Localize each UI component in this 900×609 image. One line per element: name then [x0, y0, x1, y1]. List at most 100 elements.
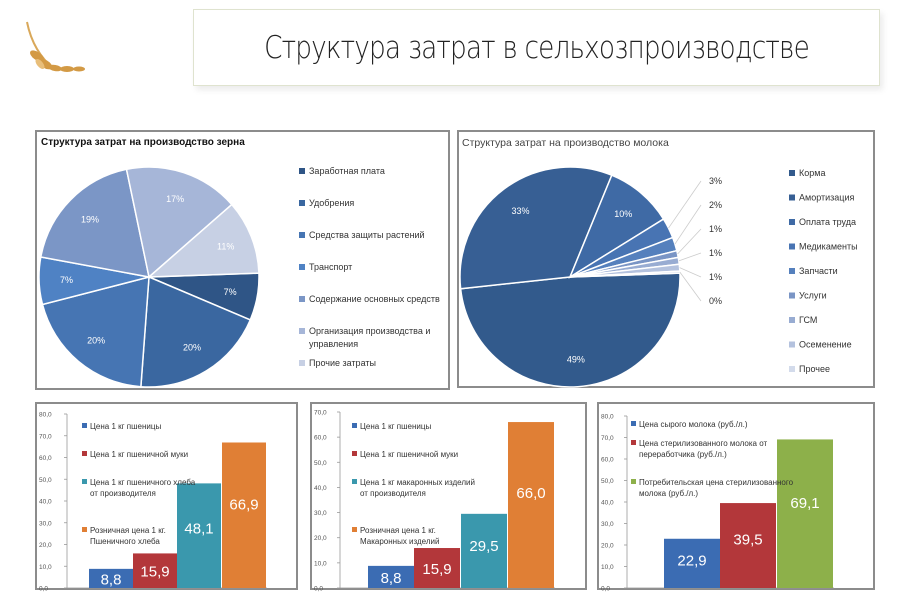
data-label: 19% — [81, 214, 99, 224]
data-label: 1% — [709, 248, 722, 258]
legend-label-line: Цена 1 кг пшеничной муки — [90, 450, 188, 459]
data-label: 66,9 — [229, 497, 258, 514]
y-tick-label: 60,0 — [601, 457, 614, 464]
y-tick-label: 80,0 — [39, 412, 52, 419]
legend-label-line: Цена сырого молока (руб./л.) — [639, 420, 748, 429]
legend-label: Корма — [799, 168, 825, 178]
bread-svg: 0,0 10,0 20,0 30,0 40,0 50,0 60,0 70,0 80,0 8,8 15… — [39, 412, 267, 592]
legend-swatch — [82, 423, 87, 428]
legend-label: Оплата труда — [799, 217, 856, 227]
grain-chart: Структура затрат на производство зерна 7%… — [35, 130, 450, 390]
data-label: 7% — [224, 287, 237, 297]
y-tick-label: 70,0 — [314, 410, 327, 417]
data-label: 3% — [709, 176, 722, 186]
leader-line — [679, 271, 702, 302]
y-tick-label: 60,0 — [314, 435, 327, 442]
y-tick-label: 30,0 — [39, 520, 52, 527]
y-tick-label: 30,0 — [601, 521, 614, 528]
legend-label: Осеменение — [799, 340, 852, 350]
legend-swatch — [299, 168, 305, 174]
grain-svg: Структура затрат на производство зерна 7%… — [38, 137, 440, 388]
pie-slice — [459, 272, 681, 388]
y-tick-label: 10,0 — [39, 564, 52, 571]
legend-swatch — [82, 451, 87, 456]
y-tick-label: 20,0 — [314, 535, 327, 542]
bar — [133, 553, 177, 588]
legend-swatch — [789, 268, 795, 274]
milk-chart: Структура затрат на производство молока 4… — [457, 130, 875, 388]
legend-label-line: Цена 1 кг пшеницы — [90, 422, 161, 431]
data-label: 48,1 — [184, 520, 213, 537]
legend-swatch — [299, 360, 305, 366]
legend-swatch — [789, 317, 795, 323]
legend-label: Прочее — [799, 364, 830, 374]
legend-label-line: от производителя — [360, 489, 426, 498]
legend-swatch — [299, 200, 305, 206]
legend-swatch — [299, 328, 305, 334]
legend-swatch — [789, 170, 795, 176]
legend-label: Розничная цена 1 кг. Пшеничного хлеба — [90, 526, 166, 546]
legend-label-line: Пшеничного хлеба — [90, 537, 160, 546]
pie-slice — [459, 166, 613, 290]
pie-slice — [41, 276, 150, 388]
legend-label: Медикаменты — [799, 242, 858, 252]
legend-swatch — [299, 296, 305, 302]
bar — [461, 513, 507, 588]
pasta-chart: 0,0 10,0 20,0 30,0 40,0 50,0 60,0 70,0 8,8 15,9 29… — [310, 402, 587, 593]
legend-label: Средства защиты растений — [309, 230, 425, 240]
data-label: 49% — [567, 354, 585, 364]
bar — [177, 483, 221, 588]
legend-label: Удобрения — [309, 198, 354, 208]
legend-label: Потребительская цена стерилизованного мол… — [639, 478, 794, 498]
legend-label-line: Организация производства и — [309, 326, 430, 336]
data-label: 7% — [60, 275, 73, 285]
legend-label-line: Макаронных изделий — [360, 537, 439, 546]
legend-label: Цена 1 кг макаронных изделий от производи… — [360, 478, 475, 498]
legend-label: Цена 1 кг пшеничной муки — [90, 450, 188, 459]
data-label: 15,9 — [422, 561, 451, 578]
pie-slice — [569, 270, 681, 278]
title-box: Структура затрат в сельхозпроизводстве — [193, 9, 880, 86]
pie-slice — [140, 275, 252, 388]
legend-swatch — [299, 264, 305, 270]
legend-label-line: Розничная цена 1 кг. — [360, 526, 436, 535]
leader-line — [674, 204, 702, 245]
data-label: 33% — [511, 206, 529, 216]
data-label: 15,9 — [140, 564, 169, 581]
legend-swatch — [352, 451, 357, 456]
legend-label: ГСМ — [799, 315, 817, 325]
legend-swatch — [352, 423, 357, 428]
legend-label: Цена 1 кг пшеничного хлеба от производите… — [90, 478, 196, 498]
y-tick-label: 10,0 — [314, 560, 327, 567]
legend-label-line: переработчика (руб./л.) — [639, 450, 727, 459]
legend-label-line: Цена стерилизованного молока от — [639, 439, 767, 448]
y-tick-label: 70,0 — [39, 433, 52, 440]
legend-label-line: Цена 1 кг пшеничной муки — [360, 450, 458, 459]
bar — [414, 548, 460, 588]
legend-label: Содержание основных средств — [309, 294, 440, 304]
milkprice-chart: 0,0 10,0 20,0 30,0 40,0 50,0 60,0 70,0 80,0 22,9 3… — [597, 402, 875, 592]
legend-swatch — [631, 421, 636, 426]
data-label: 20% — [87, 335, 105, 345]
chart-title: Структура затрат на производство зерна — [41, 137, 245, 148]
data-label: 66,0 — [516, 485, 545, 502]
y-tick-label: 70,0 — [601, 435, 614, 442]
legend-swatch — [631, 479, 636, 484]
y-tick-label: 40,0 — [601, 500, 614, 507]
legend-swatch — [299, 232, 305, 238]
bar — [720, 503, 776, 588]
legend-label-line: Розничная цена 1 кг. — [90, 526, 166, 535]
data-label: 2% — [709, 200, 722, 210]
legend-label: Услуги — [799, 291, 827, 301]
legend-label-line: от производителя — [90, 489, 156, 498]
pie-slice — [125, 166, 233, 279]
legend-label: Розничная цена 1 кг. Макаронных изделий — [360, 526, 439, 546]
leader-line — [679, 267, 702, 278]
bar — [508, 422, 554, 588]
legend-swatch — [789, 341, 795, 348]
y-tick-label: 50,0 — [314, 460, 327, 467]
y-tick-label: 0,0 — [314, 586, 323, 593]
legend-label: Прочие затраты — [309, 358, 376, 368]
y-tick-label: 30,0 — [314, 510, 327, 517]
legend-swatch — [789, 194, 795, 201]
